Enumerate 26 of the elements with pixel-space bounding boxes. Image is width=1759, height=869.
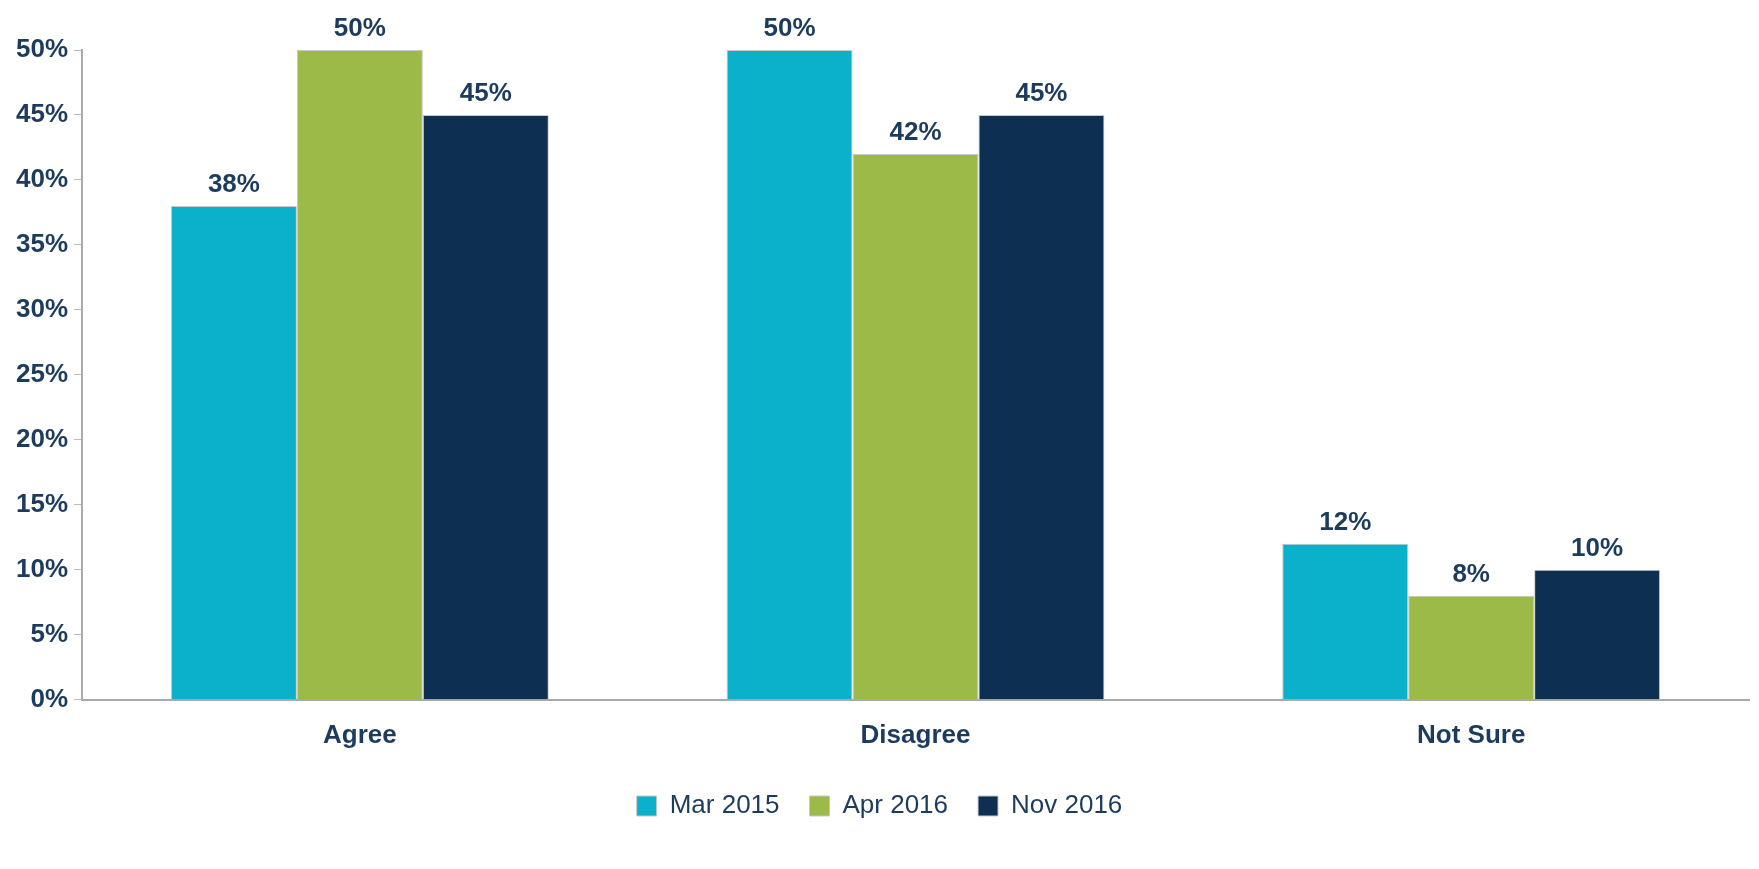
y-tick-label: 10% [15, 553, 69, 584]
y-tick-label: 35% [15, 228, 69, 259]
y-tick-label: 20% [15, 423, 69, 454]
legend-label: Mar 2015 [669, 789, 780, 820]
x-tick-label: Agree [323, 718, 397, 749]
data-label: 8% [1452, 558, 1490, 588]
data-label: 38% [207, 168, 260, 199]
data-label: 42% [889, 116, 942, 147]
data-label: 45% [459, 77, 512, 108]
x-tick-label: Not Sure [1417, 718, 1526, 749]
data-label: 50% [763, 12, 816, 43]
legend-label: Apr 2016 [842, 789, 949, 820]
y-tick-label: 5% [30, 617, 69, 648]
y-tick-label: 40% [15, 163, 69, 194]
data-label: 10% [1571, 532, 1624, 563]
data-label: 45% [1015, 77, 1068, 108]
y-tick-label: 15% [15, 488, 69, 519]
y-tick-label: 0% [30, 682, 69, 713]
y-tick-label: 45% [15, 98, 69, 129]
x-tick-label: Disagree [860, 718, 971, 749]
data-label: 50% [333, 12, 386, 43]
legend-label: Nov 2016 [1011, 789, 1123, 820]
data-label: 12% [1319, 506, 1372, 537]
y-tick-label: 25% [15, 358, 69, 389]
y-tick-label: 30% [15, 293, 69, 324]
y-tick-label: 50% [15, 33, 69, 64]
